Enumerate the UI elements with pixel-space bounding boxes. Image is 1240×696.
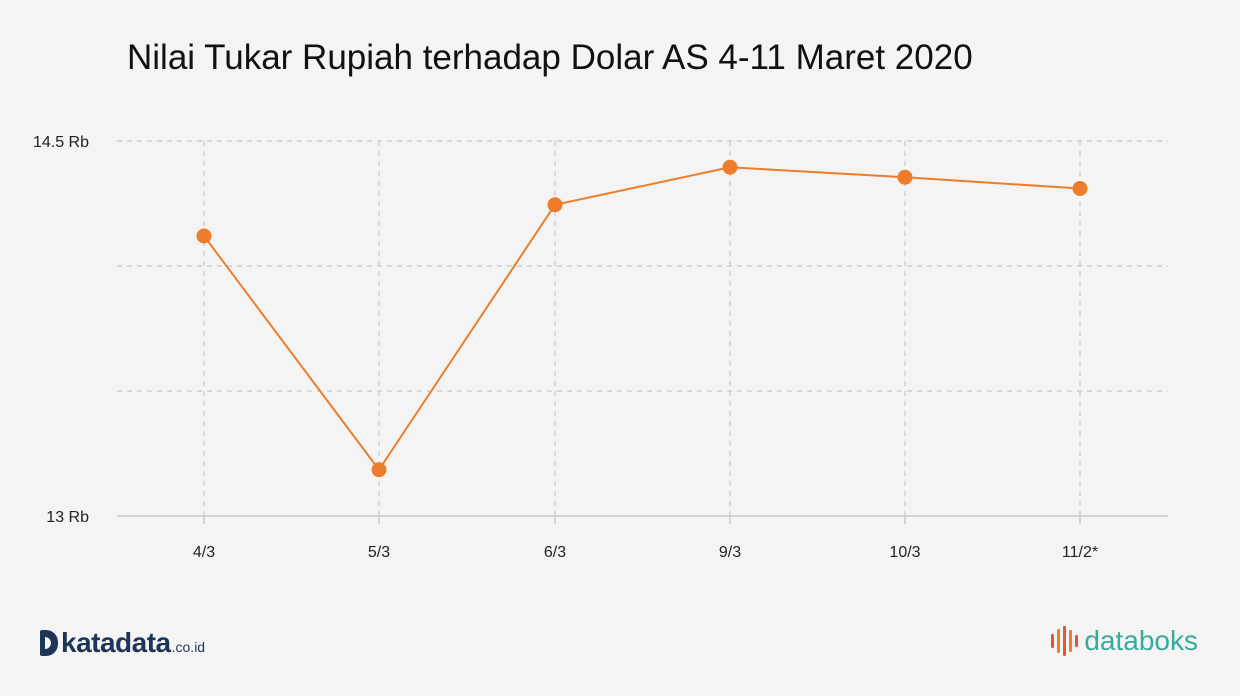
x-tick-label: 6/3: [544, 544, 566, 561]
katadata-mark-icon: [40, 630, 58, 656]
databoks-bar: [1075, 635, 1079, 647]
series-line-layer: [203, 166, 1081, 472]
katadata-wordmark: katadata: [61, 627, 171, 658]
databoks-logo: databoks: [1051, 624, 1198, 658]
x-tick-label: 9/3: [719, 544, 741, 561]
x-tick-label: 4/3: [193, 544, 215, 561]
series-line: [203, 166, 1081, 472]
data-point: [1072, 181, 1088, 196]
data-point: [196, 228, 212, 244]
databoks-bar: [1051, 634, 1055, 648]
data-point: [371, 462, 387, 478]
y-tick-label-top: 14.5 Rb: [33, 134, 89, 151]
data-point: [897, 169, 913, 185]
katadata-domain-suffix: .co.id: [171, 639, 206, 655]
x-tick-label: 10/3: [889, 544, 920, 561]
chart-title: Nilai Tukar Rupiah terhadap Dolar AS 4-1…: [127, 38, 973, 77]
katadata-logo: katadata .co.id: [40, 626, 205, 659]
y-tick-label-bottom: 13 Rb: [46, 509, 89, 526]
x-tick-label: 11/2*: [1062, 544, 1098, 561]
axis-layer: 4/3 5/3 6/3 9/3 10/3 11/2* 14.5 Rb 13 Rb: [33, 134, 1168, 561]
x-tick-label: 5/3: [368, 544, 390, 561]
data-point: [722, 159, 738, 175]
databoks-bar: [1057, 629, 1061, 653]
data-point: [547, 197, 563, 213]
databoks-bar: [1069, 630, 1073, 652]
grid-layer: [117, 140, 1168, 516]
data-point-layer: [196, 159, 1088, 478]
databoks-wordmark: databoks: [1084, 625, 1198, 656]
databoks-bars-icon: [1051, 624, 1079, 658]
line-chart: 4/3 5/3 6/3 9/3 10/3 11/2* 14.5 Rb 13 Rb: [33, 134, 1168, 561]
databoks-bar: [1063, 626, 1067, 656]
